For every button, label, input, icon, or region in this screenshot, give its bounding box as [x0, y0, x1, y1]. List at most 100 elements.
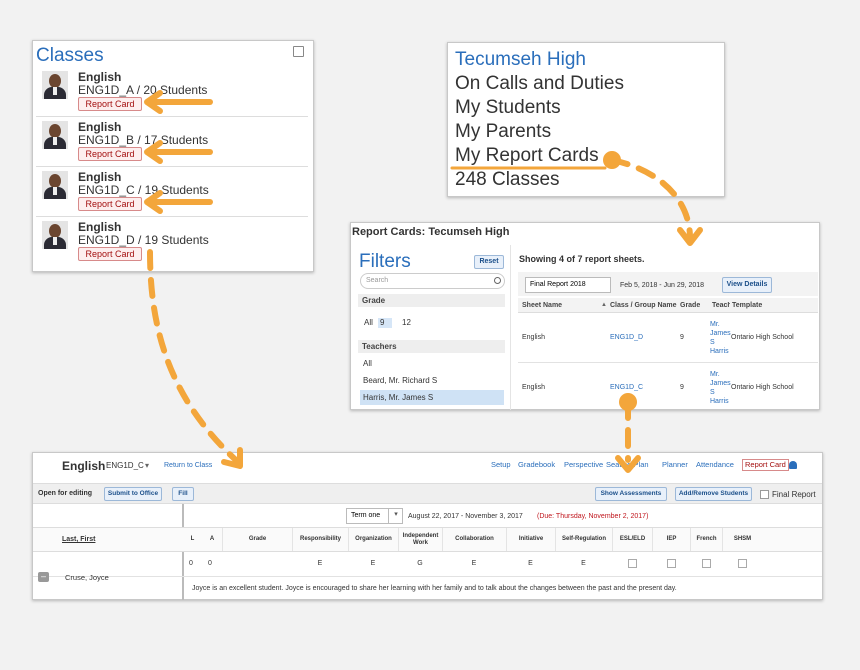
teacher-option[interactable]: Harris, Mr. James S [360, 390, 504, 405]
nav-link[interactable]: Seating Plan [606, 460, 649, 469]
class-section: ENG1D_B / 17 Students [78, 133, 209, 147]
class-section: ENG1D_D / 19 Students [78, 233, 209, 247]
due-date: (Due: Thursday, November 2, 2017) [537, 513, 649, 520]
comment: Joyce is an excellent student. Joyce is … [192, 585, 677, 592]
avatar [42, 121, 68, 149]
cell: English [522, 334, 545, 341]
back-link[interactable]: Return to Class [164, 462, 213, 469]
avatar [42, 71, 68, 99]
student-name: Cruse, Joyce [65, 573, 109, 582]
cell[interactable]: ENG1D_C [610, 384, 644, 391]
report-cards-title: Report Cards: Tecumseh High [352, 226, 510, 238]
term-caret: ▾ [388, 508, 403, 524]
student-row [33, 552, 822, 577]
report-card-button[interactable]: Report Card [78, 97, 142, 111]
class-section: ENG1D_A / 20 Students [78, 83, 208, 97]
gradebook-panel [32, 452, 823, 600]
cell: Ontario High School [731, 384, 794, 391]
submit-button[interactable]: Submit to Office [104, 487, 162, 501]
grade-option[interactable]: 12 [402, 318, 411, 327]
nav-link[interactable]: Gradebook [518, 460, 556, 469]
grade-header: Grade [358, 294, 505, 307]
column-header: Sheet Name [522, 302, 563, 309]
checkbox[interactable] [702, 559, 711, 568]
menu-item[interactable]: My Parents [455, 121, 552, 142]
separator [36, 166, 308, 167]
column-header: Independent Work [398, 528, 442, 551]
column-header: Responsibility [292, 528, 348, 551]
nav-link[interactable]: Perspective [564, 460, 604, 469]
cell: E [528, 560, 533, 567]
report-card-button[interactable]: Report Card [78, 197, 142, 211]
nav-link[interactable]: Setup [491, 460, 511, 469]
view-details-button[interactable]: View Details [722, 277, 772, 293]
column-header: Teacher [712, 302, 730, 309]
teacher-option[interactable]: Beard, Mr. Richard S [363, 376, 438, 385]
menu-title: Tecumseh High [455, 49, 586, 70]
cell: E [370, 560, 376, 567]
nav-link[interactable]: Attendance [696, 460, 734, 469]
reset-button[interactable]: Reset [474, 255, 504, 269]
class-subject: English [78, 170, 122, 184]
search-box[interactable]: Search [360, 273, 505, 289]
report-card-button[interactable]: Report Card [78, 147, 142, 161]
dropdown-caret: ▾ [145, 461, 150, 470]
collapse-icon: – [38, 572, 49, 582]
column-header: French [690, 528, 722, 551]
cell[interactable]: ENG1D_D [610, 334, 644, 341]
cell: English [522, 384, 545, 391]
cell[interactable]: Mr. James S Harris [710, 371, 731, 405]
menu-item[interactable]: My Report Cards [455, 145, 599, 166]
bell-icon [789, 461, 797, 469]
checkbox[interactable] [738, 559, 747, 568]
add-remove-button[interactable]: Add/Remove Students [675, 487, 752, 501]
column-header: Class / Group Name [610, 302, 677, 309]
sort-icon: ▲ [601, 302, 607, 308]
column-header: Organization [348, 528, 398, 551]
summary: Showing 4 of 7 report sheets. [519, 254, 645, 264]
grade-option[interactable]: All [364, 318, 373, 327]
grade-option[interactable]: 9 [378, 318, 393, 328]
fill-button[interactable]: Fill [172, 487, 194, 501]
column-header: Template [732, 302, 763, 309]
section: ENG1D_C [106, 461, 144, 470]
column-header: L [190, 536, 195, 542]
cell: Ontario High School [731, 334, 794, 341]
search-icon [494, 277, 501, 284]
cell: 0 [189, 560, 193, 567]
column-header: IEP [652, 528, 690, 551]
show-assessments-button[interactable]: Show Assessments [595, 487, 667, 501]
report-card-button[interactable]: Report Card [78, 247, 142, 261]
external-link-icon [293, 46, 304, 57]
checkbox[interactable] [667, 559, 676, 568]
menu-item[interactable]: 248 Classes [455, 169, 560, 190]
cell[interactable]: Mr. James S Harris [710, 321, 731, 355]
cell: E [471, 560, 477, 567]
column-header: ESL/ELD [612, 528, 652, 551]
filters-title: Filters [359, 251, 411, 272]
classes-title: Classes [36, 45, 104, 66]
table-header [518, 298, 818, 313]
column-header: Self-Regulation [555, 528, 612, 551]
cell: G [417, 560, 423, 567]
menu-item[interactable]: My Students [455, 97, 561, 118]
cell: E [317, 560, 323, 567]
class-subject: English [78, 220, 122, 234]
column-header: Collaboration [442, 528, 506, 551]
nav-link[interactable]: Planner [662, 460, 688, 469]
nav-link[interactable]: Report Card [742, 459, 789, 471]
cell: 9 [680, 384, 684, 391]
final-checkbox[interactable] [760, 490, 769, 499]
column-header: A [209, 536, 215, 542]
term-dates: August 22, 2017 - November 3, 2017 [408, 513, 523, 520]
column-header: Initiative [506, 528, 555, 551]
menu-item[interactable]: On Calls and Duties [455, 73, 624, 94]
period-select[interactable]: Final Report 2018 [525, 277, 611, 293]
teachers-header: Teachers [358, 340, 505, 353]
checkbox[interactable] [628, 559, 637, 568]
teacher-option[interactable]: All [363, 359, 372, 368]
class-section: ENG1D_C / 19 Students [78, 183, 209, 197]
name-header: Last, First [62, 536, 96, 543]
column-header: Grade [222, 528, 292, 551]
